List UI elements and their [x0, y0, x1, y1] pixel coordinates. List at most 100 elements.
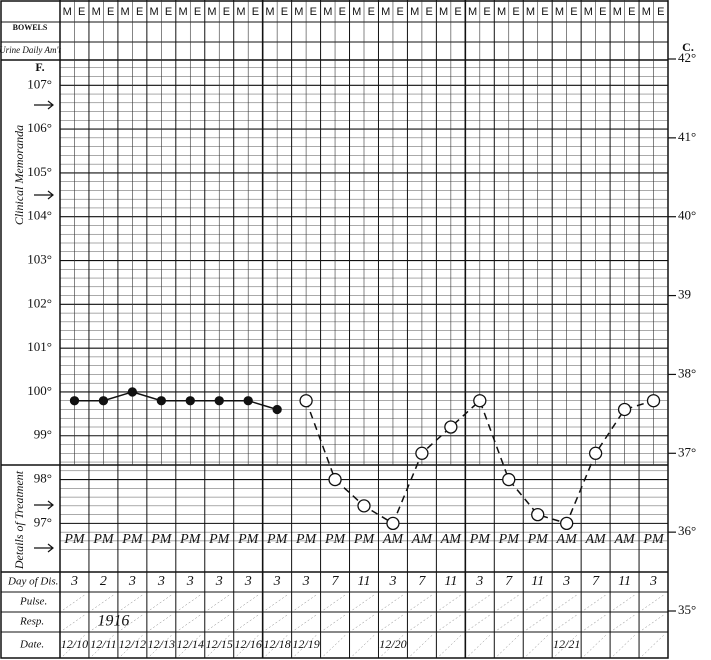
cell-slash [294, 593, 318, 611]
day-of-dis: 3 [70, 574, 78, 589]
cell-slash [207, 613, 231, 631]
day-of-dis: 7 [505, 574, 513, 589]
cell-slash [323, 613, 347, 631]
cell-slash [439, 613, 463, 631]
cell-slash [497, 613, 521, 631]
cell-slash [497, 593, 521, 611]
data-point [299, 394, 313, 408]
cell-slash [612, 633, 637, 657]
data-point [502, 472, 516, 487]
y-tick-label: 104° [27, 208, 52, 223]
cell-slash [91, 613, 116, 631]
day-of-dis: 7 [418, 574, 426, 589]
day-of-dis: 11 [618, 574, 631, 589]
cell-slash [439, 593, 463, 611]
y2-tick-label: 41° [678, 129, 696, 144]
shift-label: E [570, 6, 577, 18]
cell-slash [381, 633, 405, 657]
cell-slash [91, 593, 116, 611]
time-label: PM [237, 532, 260, 547]
arrows [34, 100, 54, 553]
shift-label: E [541, 6, 548, 18]
shift-label: E [78, 6, 85, 18]
day-of-dis: 3 [244, 574, 252, 589]
resp-note: 1916 [97, 613, 129, 630]
shift-label: E [657, 6, 664, 18]
date-label: 12/11 [90, 637, 116, 651]
shift-label: E [425, 6, 432, 18]
shift-label: M [323, 6, 332, 18]
cell-slash [381, 593, 405, 611]
side-note: Clinical Memoranda [12, 125, 26, 225]
time-label: PM [266, 532, 289, 547]
y2-tick-label: 38° [678, 365, 696, 380]
cell-slash [641, 613, 666, 631]
shift-label: M [555, 6, 564, 18]
data-point [357, 499, 371, 513]
day-of-dis: 7 [332, 574, 340, 589]
time-label: PM [498, 532, 521, 547]
shift-label: M [439, 6, 448, 18]
row-label: BOWELS [13, 23, 48, 32]
time-label: AM [556, 532, 579, 547]
data-point [328, 472, 342, 487]
data-point [98, 396, 109, 406]
data-point [272, 404, 282, 415]
date-label: 12/18 [263, 637, 290, 651]
time-label: AM [585, 532, 608, 547]
shift-label: M [178, 6, 187, 18]
cell-slash [236, 593, 260, 611]
time-label: PM [150, 532, 173, 547]
shift-label: M [381, 6, 390, 18]
y-axis-label: F. [35, 60, 44, 74]
cell-slash [526, 613, 550, 631]
shift-label: E [483, 6, 490, 18]
shift-label: E [223, 6, 230, 18]
y-tick-label: 99° [34, 427, 52, 442]
cell-slash [352, 633, 376, 657]
cell-slash [468, 633, 492, 657]
shift-label: M [468, 6, 477, 18]
day-of-dis: 3 [562, 574, 570, 589]
shift-label: M [236, 6, 245, 18]
cell-slash [468, 593, 492, 611]
cell-slash [526, 633, 550, 657]
cell-slash [120, 613, 145, 631]
shift-label: M [584, 6, 593, 18]
shift-label: M [92, 6, 101, 18]
data-point [560, 516, 574, 531]
cell-slash [410, 633, 434, 657]
shift-label: E [165, 6, 172, 18]
shift-label: M [410, 6, 419, 18]
day-of-dis: 3 [475, 574, 483, 589]
shift-label: E [310, 6, 317, 18]
date-label: 12/15 [206, 637, 233, 651]
data-point [69, 396, 80, 406]
shift-label: E [252, 6, 259, 18]
data-point [646, 394, 661, 408]
cell-slash [265, 613, 289, 631]
cell-slash [120, 633, 145, 657]
cell-slash [526, 593, 550, 611]
cell-slash [149, 593, 173, 611]
shift-label: E [281, 6, 288, 18]
shift-label: E [628, 6, 635, 18]
day-of-dis: 3 [186, 574, 194, 589]
row-label: Pulse. [19, 596, 47, 608]
date-label: 12/21 [553, 637, 580, 651]
cell-slash [352, 613, 376, 631]
y-tick-label: 105° [27, 164, 52, 179]
shift-label: E [107, 6, 114, 18]
time-label: AM [382, 532, 405, 547]
y2-tick-label: 35° [678, 602, 696, 617]
date-label: 12/19 [292, 637, 319, 651]
shift-label: M [294, 6, 303, 18]
day-of-dis: 11 [531, 574, 544, 589]
day-of-dis: 3 [649, 574, 657, 589]
cell-slash [612, 613, 637, 631]
y-tick-label: 102° [27, 295, 52, 310]
cell-slash [265, 593, 289, 611]
cell-slash [410, 593, 434, 611]
shift-label: E [136, 6, 143, 18]
